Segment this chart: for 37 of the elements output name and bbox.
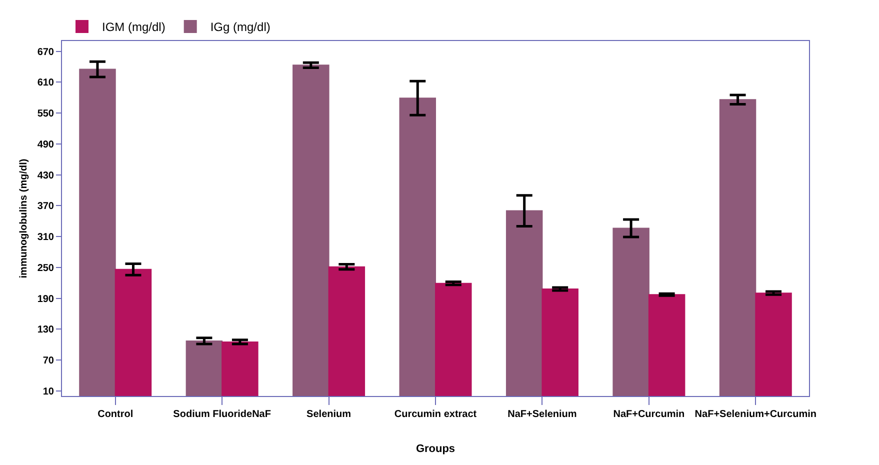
x-axis-title: Groups [416,443,456,456]
y-tick-label: 130 [37,324,54,336]
x-tick-label: Selenium [306,409,352,420]
bar [114,268,152,396]
y-tick-label: 310 [37,232,54,244]
y-axis-title: immunoglobulins (mg/dl) [18,158,30,278]
x-tick-label: Sodium FluorideNaF [173,409,271,420]
x-tick-label: Curcumin extract [394,409,478,420]
y-tick-label: 370 [37,201,54,212]
legend-label: IGg (mg/dl) [210,20,270,34]
bar [648,294,686,396]
x-tick-label: NaF+Selenium+Curcumin [694,409,816,420]
x-tick-label: Control [98,409,134,420]
bar [186,340,223,396]
y-tick-label: 550 [37,108,54,120]
bar [506,210,543,396]
bar [612,228,650,396]
y-tick-label: 490 [37,139,54,150]
bar [435,282,472,396]
bar [292,64,330,396]
y-tick-label: 670 [37,46,54,58]
y-tick-label: 430 [37,170,54,182]
y-tick-label: 10 [42,386,54,398]
y-tick-label: 70 [42,355,54,366]
legend-label: IGM (mg/dl) [102,20,166,34]
y-tick-label: 610 [37,78,54,89]
bar [79,68,116,396]
x-tick-label: NaF+Selenium [508,409,577,420]
bar [542,288,578,396]
bar [222,341,258,396]
bar [719,99,756,396]
bar [399,98,436,396]
y-tick-label: 190 [37,294,54,305]
bar [328,266,366,396]
x-tick-label: NaF+Curcumin [613,409,685,420]
y-tick-label: 250 [37,262,54,274]
bar [755,292,792,396]
